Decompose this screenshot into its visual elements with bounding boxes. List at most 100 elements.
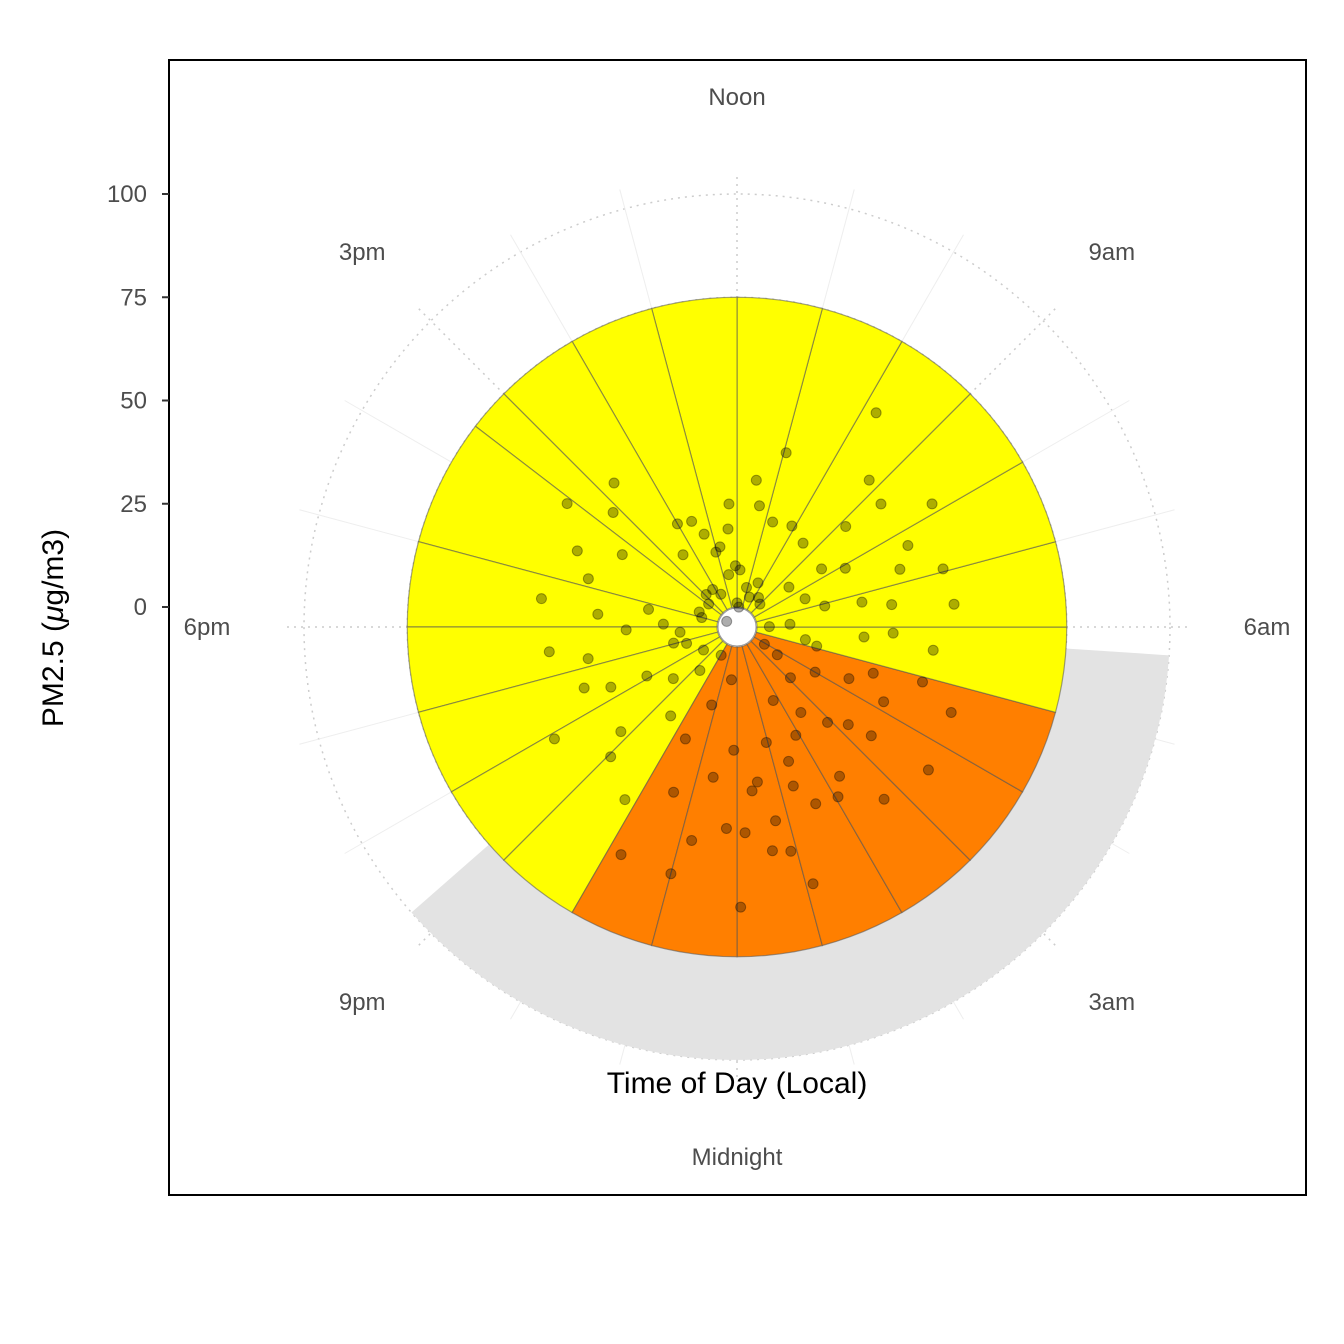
data-point	[561, 498, 573, 510]
data-point	[863, 474, 875, 486]
data-point	[865, 730, 877, 742]
data-point	[767, 516, 779, 528]
data-point	[770, 815, 782, 827]
data-point	[707, 583, 719, 595]
data-point	[945, 706, 957, 718]
data-point	[605, 751, 617, 763]
data-point	[571, 545, 583, 557]
data-point	[750, 474, 762, 486]
data-point	[715, 588, 727, 600]
data-point	[731, 597, 743, 609]
y-tick-label: 100	[107, 181, 147, 208]
data-point	[822, 716, 834, 728]
data-point	[703, 598, 715, 610]
data-point	[790, 729, 802, 741]
data-point	[668, 637, 680, 649]
data-point	[706, 699, 718, 711]
data-point	[875, 498, 887, 510]
data-point	[729, 560, 741, 572]
center-hole	[717, 607, 757, 647]
data-point	[722, 523, 734, 535]
data-point	[780, 447, 792, 459]
data-point	[783, 755, 795, 767]
data-point	[819, 600, 831, 612]
data-point	[766, 845, 778, 857]
y-tick-label: 75	[120, 284, 147, 311]
data-point	[643, 603, 655, 615]
data-point	[677, 549, 689, 561]
data-point	[728, 744, 740, 756]
data-point	[667, 673, 679, 685]
data-point	[810, 798, 822, 810]
data-point	[760, 736, 772, 748]
y-axis-title-prefix: PM2.5 (	[37, 622, 70, 727]
data-point	[674, 626, 686, 638]
data-point	[785, 845, 797, 857]
data-point	[721, 615, 733, 627]
data-point	[615, 726, 627, 738]
data-point	[605, 681, 617, 693]
data-point	[668, 786, 680, 798]
y-axis: 0 25 50 75 100	[107, 181, 169, 621]
hour-label-bg	[706, 81, 768, 113]
data-point	[707, 771, 719, 783]
data-point	[786, 520, 798, 532]
data-point	[694, 664, 706, 676]
hour-label: 6pm	[184, 614, 231, 641]
data-point	[715, 649, 727, 661]
data-point	[842, 719, 854, 731]
data-point	[902, 539, 914, 551]
data-point	[641, 670, 653, 682]
data-point	[733, 601, 745, 613]
hour-label: 3am	[1088, 989, 1135, 1016]
data-point	[894, 563, 906, 575]
data-point	[686, 515, 698, 527]
data-point	[878, 793, 890, 805]
data-point	[752, 591, 764, 603]
data-point	[887, 627, 899, 639]
data-point	[578, 682, 590, 694]
hour-label: 9pm	[339, 989, 386, 1016]
data-point	[799, 634, 811, 646]
data-point	[616, 549, 628, 561]
data-point	[620, 624, 632, 636]
data-point	[771, 649, 783, 661]
data-point	[740, 581, 752, 593]
data-point	[867, 667, 879, 679]
data-point	[834, 770, 846, 782]
data-point	[763, 621, 775, 633]
data-point	[937, 563, 949, 575]
data-point	[686, 834, 698, 846]
data-point	[807, 878, 819, 890]
data-point	[665, 710, 677, 722]
data-point	[608, 477, 620, 489]
data-point	[922, 764, 934, 776]
data-point	[723, 498, 735, 510]
data-point	[811, 640, 823, 652]
y-tick-label: 0	[134, 594, 147, 621]
data-point	[858, 631, 870, 643]
data-point	[681, 637, 693, 649]
data-point	[582, 573, 594, 585]
data-point	[758, 638, 770, 650]
data-point	[723, 569, 735, 581]
y-axis-title: PM2.5 (μg/m3)	[37, 529, 70, 727]
grid-ring	[303, 193, 1171, 1061]
data-point	[870, 407, 882, 419]
data-point	[752, 577, 764, 589]
data-point	[787, 780, 799, 792]
data-point	[679, 733, 691, 745]
hour-label: Midnight	[692, 1144, 783, 1171]
data-point	[783, 581, 795, 593]
y-tick-label: 50	[120, 388, 147, 415]
data-point	[746, 785, 758, 797]
data-point	[535, 593, 547, 605]
data-point	[809, 666, 821, 678]
data-point	[816, 563, 828, 575]
data-point	[592, 608, 604, 620]
points-layer	[535, 407, 960, 913]
data-point	[725, 674, 737, 686]
data-point	[784, 672, 796, 684]
data-point	[700, 589, 712, 601]
